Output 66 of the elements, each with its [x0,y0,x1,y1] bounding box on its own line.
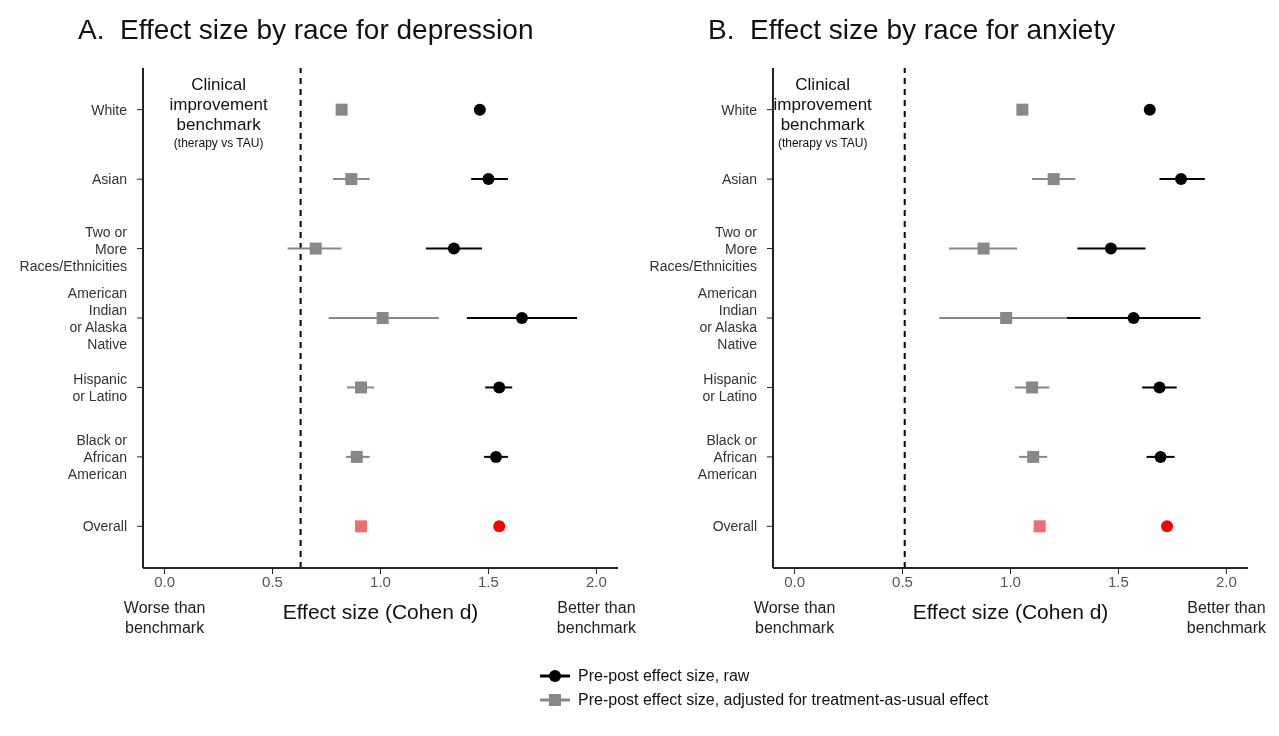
point [515,312,528,324]
x-tick-label: 2.0 [1215,572,1237,590]
annotation: (therapy vs TAU) [777,136,868,150]
point [309,242,322,255]
point [1026,381,1039,394]
point [1104,242,1117,255]
chart-title: A. Effect size by race for depression [77,13,535,47]
y-tick-label: Black or African American [67,431,128,482]
point [350,450,363,463]
x-tick-label: 0.0 [154,572,176,590]
y-tick-label: White [91,101,128,118]
point [490,450,503,463]
point [1000,312,1013,324]
point [1175,173,1188,186]
x-tick-label: 1.5 [1108,572,1129,590]
point [493,520,506,533]
point [1153,381,1166,394]
point [376,312,389,324]
point [1033,520,1046,533]
point [1016,103,1029,116]
y-tick-label: Two or More Races/Ethnicities [19,223,128,274]
x-tick-label: 1.0 [1000,572,1021,590]
y-tick-label: Overall [712,518,757,535]
y-tick-label: Black or African American [697,431,758,482]
x-tick-label: 1.5 [478,572,499,590]
y-tick-label: American Indian or Alaska Native [67,284,128,352]
chart-title: B. Effect size by race for anxiety [707,13,1117,47]
y-tick-label: Hispanic or Latino [72,370,128,404]
point [1127,312,1140,324]
point [1047,173,1060,186]
annotation: (therapy vs TAU) [173,136,264,150]
x-tick-label: 1.0 [370,572,391,590]
point [977,242,990,255]
y-tick-label: Asian [721,171,757,188]
x-axis-title: Effect size (Cohen d) [911,600,1110,624]
y-tick-label: American Indian or Alaska Native [697,284,758,352]
legend-label: Pre-post effect size, adjusted for treatment-as-usual effect [578,691,989,709]
ref-line-label: Clinical improvement benchmark [169,75,269,134]
point [1027,450,1040,463]
point [473,103,486,116]
y-tick-label: Two or More Races/Ethnicities [649,223,758,274]
point [482,173,495,186]
point [355,381,368,394]
point [335,103,348,116]
y-tick-label: Hispanic or Latino [702,370,758,404]
y-tick-label: Asian [91,171,127,188]
point [355,520,368,533]
ref-line-label: Clinical improvement benchmark [773,75,873,134]
y-tick-label: White [721,101,758,118]
text: Worse than benchmark [752,598,837,638]
text: Better than benchmark [555,598,637,638]
y-tick-label: Overall [82,518,127,535]
x-tick-label: 0.5 [262,572,283,590]
point [1161,520,1174,533]
x-tick-label: 0.0 [784,572,806,590]
point [447,242,460,255]
point [1154,450,1167,463]
legend-label: Pre-post effect size, raw [578,667,750,685]
x-tick-label: 2.0 [585,572,607,590]
point [1143,103,1156,116]
x-tick-label: 0.5 [892,572,913,590]
point [493,381,506,394]
text: Better than benchmark [1185,598,1267,638]
text: Worse than benchmark [122,598,207,638]
x-axis-title: Effect size (Cohen d) [281,600,480,624]
point [345,173,358,186]
